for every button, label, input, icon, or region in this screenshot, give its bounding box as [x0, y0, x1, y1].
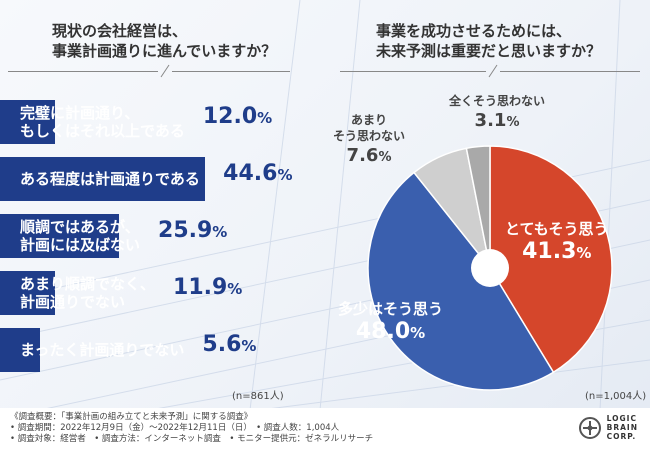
right-question-title: 事業を成功させるためには、 未来予測は重要だと思いますか？ — [376, 21, 601, 61]
logic-brain-logo-icon — [578, 416, 601, 439]
bar — [0, 214, 120, 258]
bar-label-line1: 順調ではあるが、 — [20, 218, 140, 236]
bar-value-number: 5.6 — [202, 332, 242, 357]
bar-label-line2: 計画には及ばない — [20, 236, 141, 254]
survey-summary: 《調査概要：「事業計画の組み立てと未来予測」に関する調査》 • 調査期間：202… — [10, 412, 373, 445]
pie-chart — [367, 145, 613, 391]
bar-label-line1: あまり順調でなく、 — [20, 275, 156, 293]
footer: 《調査概要：「事業計画の組み立てと未来予測」に関する調査》 • 調査期間：202… — [0, 408, 650, 450]
pie-slice-somewhat-important — [367, 171, 555, 391]
left-question-line2: 事業計画通りに進んでいますか？ — [52, 42, 277, 60]
bar-value: 25.9% — [158, 218, 227, 243]
pie-slice-not-important-at-all — [465, 145, 491, 269]
bar-label: 順調ではあるが、 計画には及ばない — [20, 214, 140, 258]
pie-slice-very-important — [489, 145, 613, 374]
pie-label-somewhat-important: 多少はそう思う 48.0% — [338, 298, 443, 346]
bar-value-unit: % — [257, 109, 273, 127]
logo-text: LOGIC BRAIN CORP. — [607, 414, 638, 441]
bar-value-unit: % — [212, 223, 228, 241]
pie-value-unit: % — [378, 150, 392, 165]
bar-row: まったく計画通りでない 5.6% — [0, 328, 272, 372]
right-divider-slash — [488, 64, 498, 78]
left-question-divider — [8, 71, 158, 72]
bar-label-line2: もしくはそれ以上である — [20, 122, 185, 140]
company-logo: LOGIC BRAIN CORP. — [577, 414, 638, 441]
bar-row: 完璧に計画通り、 もしくはそれ以上である 12.0% — [0, 100, 273, 144]
survey-summary-period: • 調査期間：2022年12月9日（金）〜2022年12月11日（日） • 調査… — [10, 423, 340, 433]
pie-label-text: あまり — [351, 113, 388, 127]
bar-row: あまり順調でなく、 計画通りでない 11.9% — [0, 271, 243, 315]
bar — [0, 328, 40, 372]
pie-value-number: 41.3 — [522, 239, 577, 264]
pie-label-text: 全くそう思わない — [449, 94, 546, 108]
bar-value-number: 25.9 — [158, 218, 213, 243]
left-question-line1: 現状の会社経営は、 — [52, 22, 188, 40]
bar-value-unit: % — [277, 166, 293, 184]
pie-label-value: 7.6% — [333, 144, 405, 170]
bar-value-number: 12.0 — [202, 104, 258, 129]
bar-label: まったく計画通りでない — [20, 328, 184, 372]
bar — [0, 157, 206, 201]
right-question-divider — [340, 71, 486, 72]
bar-label: ある程度は計画通りである — [20, 157, 200, 201]
pie-label-value: 48.0% — [338, 319, 443, 346]
pie-label-value: 3.1% — [449, 109, 545, 135]
left-sample-size: (n=861人) — [232, 391, 284, 402]
bar-label: あまり順調でなく、 計画通りでない — [20, 271, 155, 315]
pie-label-not-important-at-all: 全くそう思わない 3.1% — [449, 93, 545, 135]
bar-label: 完璧に計画通り、 もしくはそれ以上である — [20, 100, 185, 144]
bar-value: 5.6% — [202, 332, 256, 357]
pie-value-unit: % — [410, 324, 426, 342]
right-question-line1: 事業を成功させるためには、 — [376, 22, 572, 40]
bar-value-number: 11.9 — [173, 275, 228, 300]
bar-value-unit: % — [241, 337, 257, 355]
bar — [0, 271, 55, 315]
logo-word: CORP. — [606, 432, 637, 441]
logo-word: BRAIN — [606, 423, 638, 432]
bar-label-line1: ある程度は計画通りである — [20, 170, 200, 188]
logo-word: LOGIC — [606, 414, 637, 423]
bar-value-unit: % — [227, 280, 243, 298]
pie-value-unit: % — [576, 244, 592, 262]
bar-row: ある程度は計画通りである 44.6% — [0, 157, 293, 201]
survey-summary-method: • 調査対象：経営者 • 調査方法：インターネット調査 • モニター提供元：ゼネ… — [10, 434, 374, 444]
bar-value: 11.9% — [173, 275, 242, 300]
bar-label-line2: 計画通りでない — [20, 293, 126, 311]
left-divider-slash — [160, 64, 170, 78]
survey-summary-title: 《調査概要：「事業計画の組み立てと未来予測」に関する調査》 — [10, 412, 253, 422]
pie-center-hole — [471, 249, 509, 287]
bar — [0, 100, 56, 144]
pie-label-not-very-important: あまり そう思わない 7.6% — [333, 112, 405, 170]
pie-value-number: 7.6 — [346, 145, 379, 166]
pie-label-text: そう思わない — [333, 129, 406, 143]
bar-row: 順調ではあるが、 計画には及ばない 25.9% — [0, 214, 228, 258]
pie-label-text: 多少はそう思う — [338, 300, 444, 318]
bar-value: 44.6% — [223, 161, 292, 186]
left-question-title: 現状の会社経営は、 事業計画通りに進んでいますか？ — [52, 21, 276, 61]
right-question-line2: 未来予測は重要だと思いますか？ — [376, 42, 602, 60]
pie-label-text: とてもそう思う — [505, 220, 609, 238]
pie-value-number: 3.1 — [474, 110, 507, 131]
right-question-divider — [500, 71, 640, 72]
right-sample-size: (n=1,004人) — [585, 391, 647, 402]
pie-label-value: 41.3% — [505, 239, 609, 266]
bar-label-line1: まったく計画通りでない — [20, 341, 185, 359]
pie-label-very-important: とてもそう思う 41.3% — [505, 218, 609, 266]
bar-label-line1: 完璧に計画通り、 — [20, 104, 140, 122]
bar-value: 12.0% — [203, 104, 272, 129]
bar-value-number: 44.6 — [223, 161, 278, 186]
pie-value-number: 48.0 — [355, 319, 411, 344]
left-question-divider — [172, 71, 290, 72]
pie-value-unit: % — [506, 115, 520, 130]
